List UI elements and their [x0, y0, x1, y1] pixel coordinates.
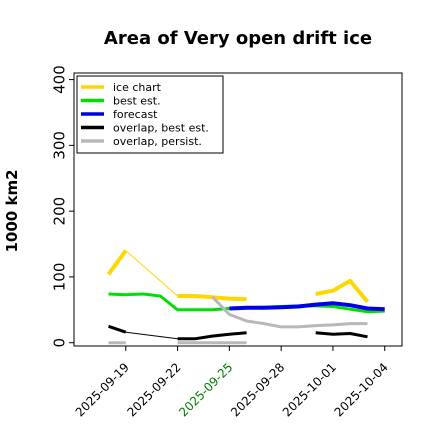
x-tick-label: 2025-09-22: [124, 360, 183, 419]
y-tick-label: 0: [50, 338, 68, 348]
legend-label-overlap-persist: overlap, persist.: [113, 135, 202, 148]
series-line-overlap-persist: [211, 295, 368, 329]
x-tick-label: 2025-10-01: [280, 360, 339, 419]
legend-label-best-est: best est.: [113, 94, 161, 107]
series-connector-ice-chart: [125, 250, 178, 297]
chart-title: Area of Very open drift ice: [104, 28, 372, 49]
series-line-ice-chart: [106, 249, 128, 276]
y-axis: 0 100 200 300 400: [50, 65, 74, 347]
y-tick-label: 400: [50, 65, 68, 94]
series-connector-overlap-best-est: [125, 331, 178, 340]
legend-label-overlap-best-est: overlap, best est.: [113, 121, 209, 134]
plot-frame: [73, 72, 403, 347]
legend-label-forecast: forecast: [113, 108, 158, 121]
series-line-ice-chart: [315, 278, 370, 304]
x-tick-label: 2025-09-25: [176, 360, 235, 419]
legend-label-ice-chart: ice chart: [113, 81, 162, 94]
series-line-overlap-best-est: [177, 331, 247, 341]
series-line-forecast: [229, 301, 385, 312]
x-tick-label: 2025-10-04: [332, 360, 391, 419]
x-tick-label: 2025-09-28: [228, 360, 287, 419]
series-line-overlap-best-est: [108, 324, 127, 334]
y-tick-label: 100: [50, 263, 68, 292]
series-line-overlap-best-est: [315, 331, 368, 339]
x-axis: 2025-09-192025-09-222025-09-252025-09-28…: [73, 346, 391, 419]
y-axis-label: 1000 km2: [3, 169, 21, 252]
y-tick-label: 200: [50, 197, 68, 226]
y-tick-label: 300: [50, 131, 68, 160]
plot-layer: [106, 249, 385, 345]
x-tick-label: 2025-09-19: [73, 360, 132, 419]
